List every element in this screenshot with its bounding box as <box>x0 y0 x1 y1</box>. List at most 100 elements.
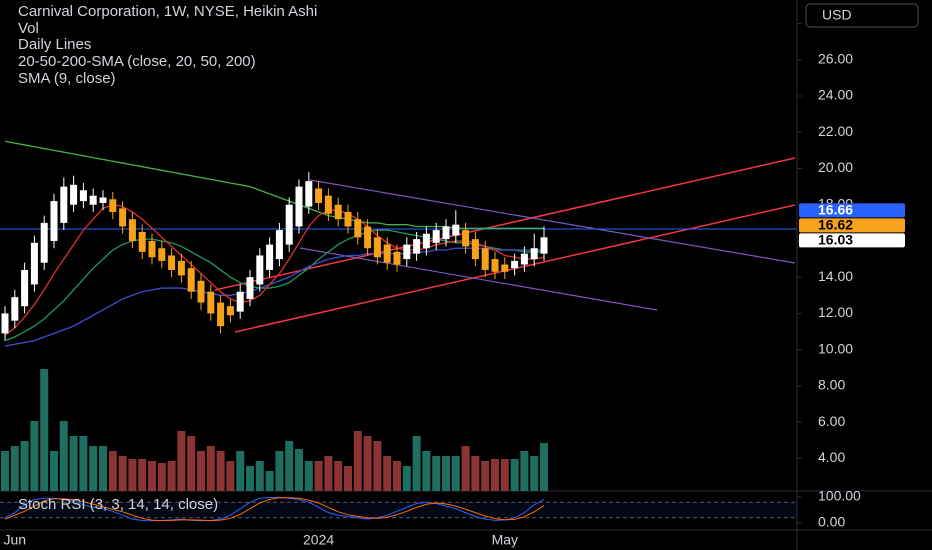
candle-body <box>344 211 352 227</box>
candle-body <box>226 306 234 316</box>
y-tick-label: 20.00 <box>818 159 853 175</box>
trend-line <box>299 247 658 311</box>
volume-bar <box>295 449 303 491</box>
volume-bar <box>197 451 205 491</box>
candle-body <box>511 260 519 269</box>
volume-bar <box>1 451 9 491</box>
currency-button-frame[interactable] <box>805 3 919 28</box>
volume-bar <box>540 443 548 491</box>
candle-body <box>40 222 48 263</box>
candle-body <box>207 291 215 314</box>
rsi-line <box>4 496 545 522</box>
price-tag-label: 16.03 <box>818 232 853 248</box>
candle-body <box>540 237 548 254</box>
volume-bar <box>118 456 127 491</box>
volume-bar <box>481 461 490 491</box>
price-tag <box>799 218 905 233</box>
volume-bar <box>304 461 313 491</box>
candle-body <box>99 197 107 203</box>
volume-bar <box>50 451 58 491</box>
moving-average <box>4 247 544 347</box>
volume-bar <box>432 456 441 491</box>
candle-body <box>21 269 29 307</box>
volume-bar <box>324 456 333 491</box>
price-tag <box>799 203 905 218</box>
volume-bar <box>520 451 529 491</box>
currency-button[interactable]: USD <box>805 3 919 28</box>
volume-bar <box>167 461 176 491</box>
candle-body <box>30 242 38 285</box>
candle-body <box>109 199 117 212</box>
volume-bar <box>275 451 284 491</box>
candle-body <box>432 230 440 243</box>
currency-label[interactable]: USD <box>822 7 852 23</box>
candle-body <box>158 248 166 261</box>
y-tick-label: 100.00 <box>818 488 861 504</box>
candle-body <box>138 231 146 252</box>
x-tick-label: May <box>492 532 518 548</box>
candle-body <box>50 201 58 241</box>
x-tick-label: 2024 <box>303 532 334 548</box>
candle-body <box>1 313 9 334</box>
volume-bar <box>530 456 539 491</box>
volume-bar <box>138 459 147 491</box>
candle-body <box>197 280 205 303</box>
candle-body <box>413 239 421 254</box>
candle-body <box>70 184 78 205</box>
volume-bar <box>442 456 450 491</box>
price-tag-label: 16.62 <box>818 217 853 233</box>
legend-entry: Vol <box>18 20 39 37</box>
candle-body <box>422 233 430 249</box>
rsi-line <box>4 497 545 522</box>
y-tick-label: 26.00 <box>818 50 853 66</box>
volume-bar <box>59 421 68 491</box>
candle-body <box>324 195 332 214</box>
volume-bar <box>157 463 166 491</box>
volume-bar <box>334 461 343 491</box>
candle-body <box>373 237 381 258</box>
candle-body <box>60 186 68 223</box>
volume-bar <box>40 369 49 491</box>
candle-body <box>266 244 274 270</box>
price-tag <box>799 233 905 248</box>
y-tick-label: 24.00 <box>818 87 853 103</box>
volume-bar <box>20 441 29 491</box>
candle-body <box>177 260 185 276</box>
legend-entry: 20-50-200-SMA (close, 20, 50, 200) <box>18 53 256 70</box>
y-tick-label: 14.00 <box>818 268 853 284</box>
candle-body <box>79 190 87 202</box>
volume-bar <box>148 461 156 491</box>
candle-body <box>128 219 136 241</box>
y-tick-label: 6.00 <box>818 413 845 429</box>
candle-body <box>315 188 323 203</box>
y-tick-label: 22.00 <box>818 123 853 139</box>
moving-average <box>4 204 545 336</box>
volume-bar <box>491 459 499 491</box>
volume-bar <box>285 441 294 491</box>
volume-bar <box>265 471 274 491</box>
price-tag-label: 16.66 <box>818 202 853 218</box>
moving-average <box>4 229 544 342</box>
volume-bar <box>412 436 421 491</box>
candle-body <box>481 248 489 270</box>
candle-body <box>491 259 499 272</box>
volume-bar <box>373 441 382 491</box>
volume-bar <box>30 421 39 491</box>
volume-bar <box>246 466 254 491</box>
volume-bar <box>471 456 480 491</box>
volume-bar <box>89 446 98 491</box>
volume-bar <box>510 459 519 491</box>
trend-line <box>309 179 796 264</box>
chart-title: Carnival Corporation, 1W, NYSE, Heikin A… <box>18 3 317 20</box>
volume-bar <box>216 451 225 491</box>
candle-body <box>393 251 401 265</box>
y-tick-label: 10.00 <box>818 340 853 356</box>
volume-bar <box>344 466 352 491</box>
candle-body <box>442 226 450 240</box>
trend-line <box>214 157 796 291</box>
candle-body <box>501 264 509 272</box>
volume-bar <box>314 461 323 491</box>
y-tick-label: 4.00 <box>818 449 845 465</box>
candle-body <box>520 253 528 265</box>
legend-entry: SMA (9, close) <box>18 70 116 87</box>
